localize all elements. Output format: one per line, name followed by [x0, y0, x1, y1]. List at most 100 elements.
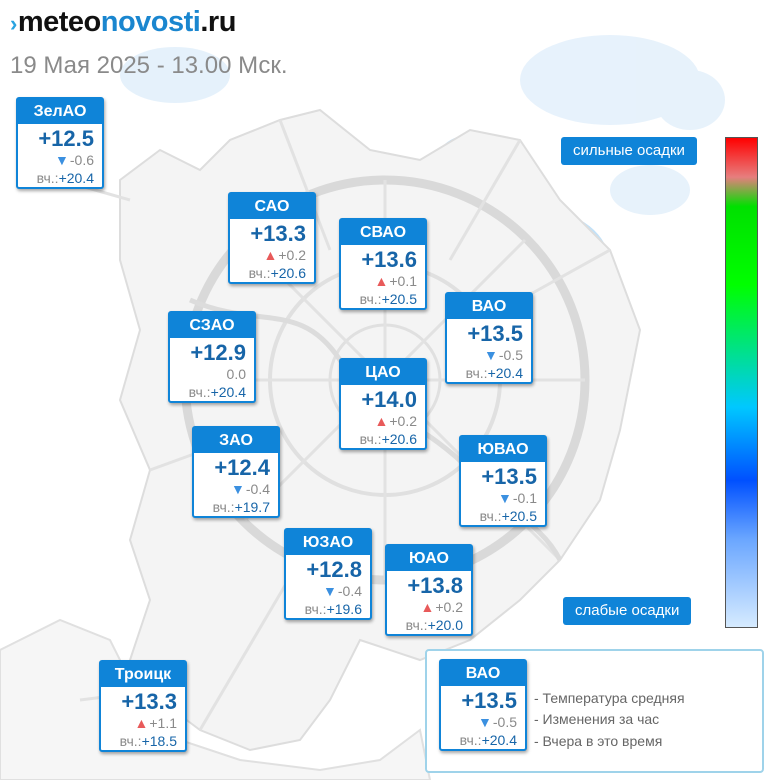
- yesterday-row: вч.:+20.5: [461, 507, 545, 525]
- district-card-sao: САО +13.3 +0.2 вч.:+20.6: [228, 192, 316, 284]
- yesterday-row: вч.:+20.5: [341, 290, 425, 308]
- legend-line-hourly-change: - Изменения за час: [534, 711, 660, 727]
- legend-sample-change: -0.5: [441, 714, 525, 731]
- district-card-yuzao: ЮЗАО +12.8 -0.4 вч.:+19.6: [284, 528, 372, 620]
- yesterday-value: +20.4: [58, 170, 94, 186]
- legend-sample-temperature: +13.5: [461, 688, 517, 713]
- district-name: ЗелАО: [18, 99, 102, 124]
- yesterday-row: вч.:+20.6: [341, 430, 425, 448]
- district-card-troitsk: Троицк +13.3 +1.1 вч.:+18.5: [99, 660, 187, 752]
- district-temperature: +13.5: [467, 321, 523, 346]
- district-card-svao: СВАО +13.6 +0.1 вч.:+20.5: [339, 218, 427, 310]
- down-arrow-icon: [498, 490, 512, 507]
- district-name: СЗАО: [170, 313, 254, 338]
- district-name: ЗАО: [194, 428, 278, 453]
- yesterday-value: +20.6: [381, 431, 417, 447]
- hourly-change-value: -0.5: [498, 347, 523, 363]
- district-temperature: +13.8: [407, 573, 463, 598]
- yesterday-label: вч.:: [36, 170, 59, 186]
- district-name: ЮЗАО: [286, 530, 370, 555]
- hourly-change: +0.2: [230, 247, 314, 264]
- yesterday-value: +20.4: [487, 365, 523, 381]
- yesterday-label: вч.:: [119, 733, 142, 749]
- district-card-yuvao: ЮВАО +13.5 -0.1 вч.:+20.5: [459, 435, 547, 527]
- yesterday-value: +19.6: [326, 601, 362, 617]
- scale-label-heavy: сильные осадки: [561, 137, 697, 165]
- district-name: ЮАО: [387, 546, 471, 571]
- district-temperature: +14.0: [361, 387, 417, 412]
- yesterday-row: вч.:+20.4: [170, 383, 254, 401]
- district-name: Троицк: [101, 662, 185, 687]
- up-arrow-icon: [421, 599, 435, 616]
- logo-part-novosti: novosti: [100, 6, 201, 38]
- logo-part-domain: .ru: [200, 6, 236, 38]
- hourly-change-value: +0.1: [389, 273, 417, 289]
- yesterday-row: вч.:+19.6: [286, 600, 370, 618]
- hourly-change: -0.4: [194, 481, 278, 498]
- hourly-change-value: -0.4: [337, 583, 362, 599]
- up-arrow-icon: [375, 413, 389, 430]
- yesterday-label: вч.:: [465, 365, 488, 381]
- yesterday-label: вч.:: [459, 732, 482, 748]
- logo-mark: ›: [10, 11, 17, 36]
- district-temperature: +12.5: [38, 126, 94, 151]
- district-name: ЮВАО: [461, 437, 545, 462]
- yesterday-row: вч.:+20.6: [230, 264, 314, 282]
- hourly-change-value: 0.0: [226, 366, 246, 382]
- up-arrow-icon: [264, 247, 278, 264]
- district-card-szao: СЗАО +12.9 0.0 вч.:+20.4: [168, 311, 256, 403]
- up-arrow-icon: [375, 273, 389, 290]
- hourly-change-value: +0.2: [435, 599, 463, 615]
- yesterday-row: вч.:+18.5: [101, 732, 185, 750]
- district-temperature: +13.5: [481, 464, 537, 489]
- yesterday-value: +20.4: [210, 384, 246, 400]
- yesterday-value: +19.7: [234, 499, 270, 515]
- district-temperature: +12.8: [306, 557, 362, 582]
- district-name: ЦАО: [341, 360, 425, 385]
- yesterday-row: вч.:+20.0: [387, 616, 471, 634]
- hourly-change: -0.6: [18, 152, 102, 169]
- yesterday-value: +20.0: [427, 617, 463, 633]
- legend-sample-change-value: -0.5: [492, 714, 517, 730]
- down-arrow-icon: [55, 152, 69, 169]
- yesterday-value: +20.5: [501, 508, 537, 524]
- timestamp-subtitle: 19 Мая 2025 - 13.00 Мск.: [10, 52, 288, 79]
- site-logo[interactable]: ›meteonovosti.ru: [10, 6, 236, 39]
- yesterday-value: +20.6: [270, 265, 306, 281]
- hourly-change: -0.1: [461, 490, 545, 507]
- legend-sample-card: ВАО +13.5 -0.5 вч.:+20.4: [439, 659, 527, 751]
- hourly-change-value: +1.1: [149, 715, 177, 731]
- hourly-change: +0.2: [341, 413, 425, 430]
- down-arrow-icon: [484, 347, 498, 364]
- down-arrow-icon: [478, 714, 492, 731]
- hourly-change: -0.5: [447, 347, 531, 364]
- logo-part-meteo: meteo: [17, 6, 101, 38]
- down-arrow-icon: [231, 481, 245, 498]
- yesterday-label: вч.:: [212, 499, 235, 515]
- yesterday-label: вч.:: [405, 617, 428, 633]
- yesterday-row: вч.:+19.7: [194, 498, 278, 516]
- hourly-change: +1.1: [101, 715, 185, 732]
- district-temperature: +13.3: [121, 689, 177, 714]
- hourly-change-value: +0.2: [389, 413, 417, 429]
- precipitation-scale-bar: [725, 137, 758, 628]
- scale-label-light: слабые осадки: [563, 597, 692, 625]
- district-card-vao: ВАО +13.5 -0.5 вч.:+20.4: [445, 292, 533, 384]
- hourly-change-value: +0.2: [278, 247, 306, 263]
- district-name: САО: [230, 194, 314, 219]
- down-arrow-icon: [323, 583, 337, 600]
- up-arrow-icon: [135, 715, 149, 732]
- district-card-yuao: ЮАО +13.8 +0.2 вч.:+20.0: [385, 544, 473, 636]
- yesterday-label: вч.:: [188, 384, 211, 400]
- yesterday-row: вч.:+20.4: [18, 169, 102, 187]
- yesterday-label: вч.:: [248, 265, 271, 281]
- yesterday-row: вч.:+20.4: [447, 364, 531, 382]
- hourly-change-value: -0.6: [69, 152, 94, 168]
- legend-sample-name: ВАО: [441, 661, 525, 686]
- district-name: ВАО: [447, 294, 531, 319]
- legend-sample-yesterday: вч.:+20.4: [441, 731, 525, 749]
- legend-line-average-temp: - Температура средняя: [534, 690, 685, 706]
- hourly-change: -0.4: [286, 583, 370, 600]
- district-card-zao: ЗАО +12.4 -0.4 вч.:+19.7: [192, 426, 280, 518]
- district-temperature: +12.9: [190, 340, 246, 365]
